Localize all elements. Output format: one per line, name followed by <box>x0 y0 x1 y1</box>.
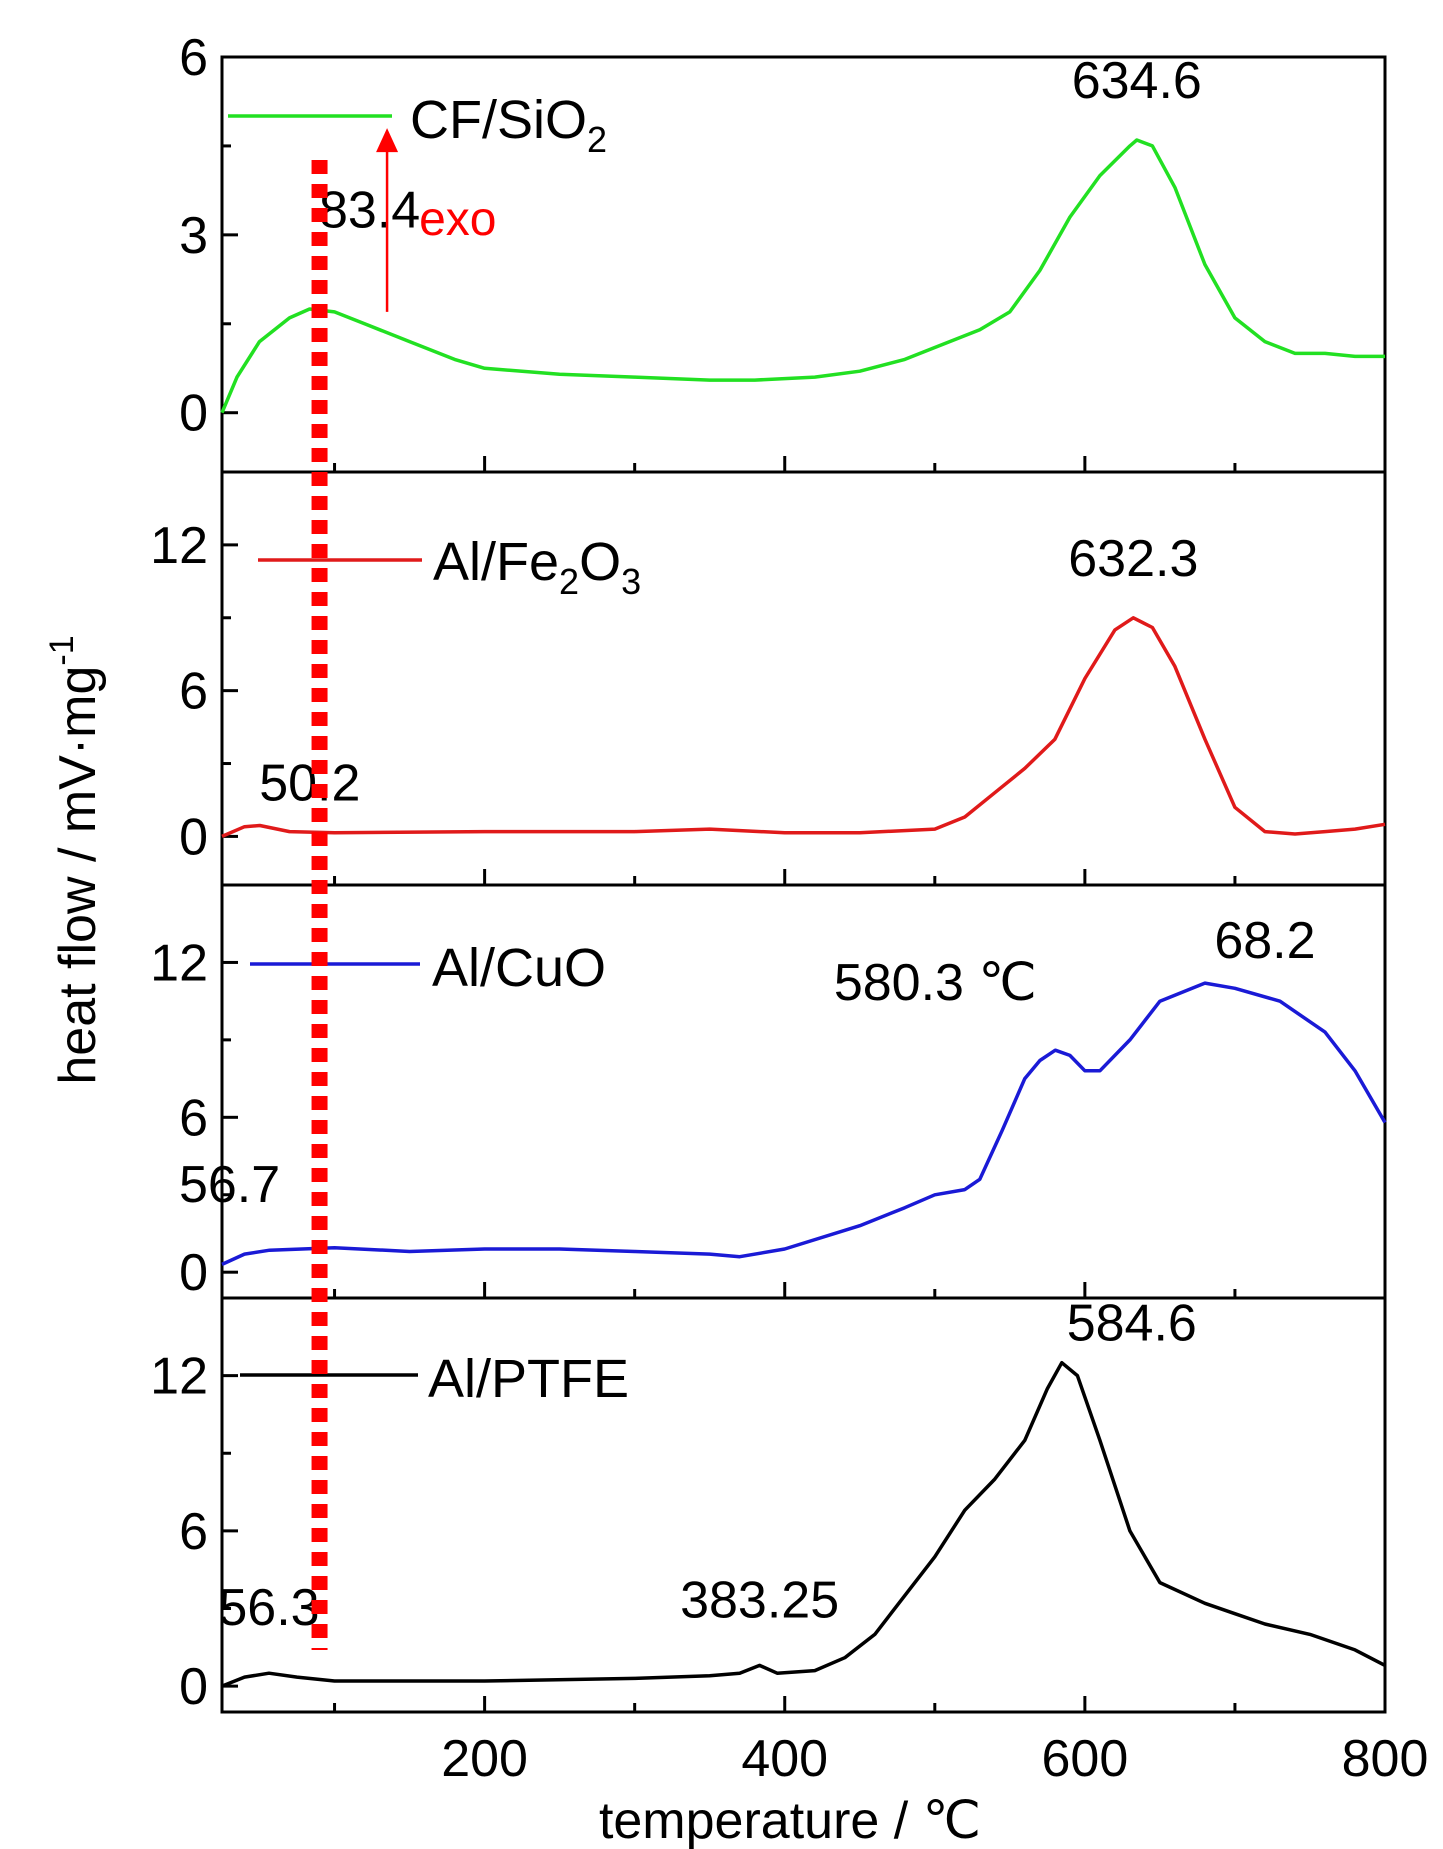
y-tick-label: 0 <box>179 385 208 443</box>
panel-frame <box>220 1296 1387 1714</box>
peak-annotation: 634.6 <box>1072 52 1202 110</box>
legend-label: CF/SiO2 <box>410 90 607 160</box>
series-line-1 <box>221 616 1386 839</box>
x-tick-label: 600 <box>1041 1730 1128 1788</box>
legend-label: Al/CuO <box>432 938 606 998</box>
x-tick-label: 200 <box>441 1730 528 1788</box>
legend-main: Al/Fe <box>433 532 559 592</box>
y-tick-label: 6 <box>179 1503 208 1561</box>
legend-subscript: 2 <box>559 561 579 602</box>
panel-3: 0 6 12 Al/PTFE 56.3 383.25 584.6 <box>150 1295 1387 1716</box>
y-tick-label: 0 <box>179 1244 208 1302</box>
y-tick-label: 6 <box>179 1089 208 1147</box>
series-line-2 <box>221 981 1387 1266</box>
peak-annotation: 632.3 <box>1068 530 1198 588</box>
y-tick-label: 12 <box>150 1348 208 1406</box>
peak-annotation: 68.2 <box>1214 912 1315 970</box>
legend-subscript: 2 <box>587 119 607 160</box>
panel-frame <box>220 55 1387 474</box>
legend-subscript: 3 <box>621 561 641 602</box>
peak-annotation: 383.25 <box>680 1571 839 1629</box>
y-tick-label: 12 <box>150 517 208 575</box>
peak-annotation: 584.6 <box>1067 1295 1197 1353</box>
y-axis-title-main: heat flow / mV·mg <box>49 666 107 1085</box>
legend-label: Al/Fe2O3 <box>433 532 641 602</box>
series-line-3 <box>221 1360 1386 1688</box>
peak-annotation: 580.3 ℃ <box>834 954 1037 1012</box>
legend-main: Al/CuO <box>432 938 606 998</box>
x-tick-label: 800 <box>1342 1730 1429 1788</box>
exo-arrowhead-icon <box>376 128 399 153</box>
panel-0: 0 3 6 CF/SiO2 83.4 634.6 <box>179 29 1387 474</box>
y-tick-label: 3 <box>179 207 208 265</box>
panel-frame <box>220 883 1387 1300</box>
legend-label: Al/PTFE <box>428 1349 629 1409</box>
panel-frame <box>220 470 1387 887</box>
y-tick-label: 6 <box>179 663 208 721</box>
peak-annotation: 56.3 <box>218 1579 319 1637</box>
y-tick-label: 0 <box>179 1658 208 1716</box>
peak-annotation: 83.4 <box>319 181 420 239</box>
peak-annotation: 50.2 <box>259 754 360 812</box>
y-tick-label: 12 <box>150 934 208 992</box>
y-axis-title-superscript: -1 <box>43 635 81 665</box>
legend-mid: O <box>579 532 621 592</box>
y-axis-title: heat flow / mV·mg-1 <box>43 635 107 1084</box>
panel-2: 0 6 12 Al/CuO 56.7 580.3 ℃ 68.2 <box>150 883 1387 1302</box>
overlay-group: exo <box>311 128 496 1650</box>
y-tick-label: 6 <box>179 29 208 87</box>
peak-annotation: 56.7 <box>179 1156 280 1214</box>
series-line-0 <box>220 138 1385 414</box>
x-axis-title: temperature / ℃ <box>599 1792 981 1849</box>
panel-1: 0 6 12 Al/Fe2O3 50.2 632.3 <box>150 470 1387 887</box>
x-tick-label: 400 <box>741 1730 828 1788</box>
y-tick-label: 0 <box>179 808 208 866</box>
legend-main: CF/SiO <box>410 90 587 150</box>
legend-main: Al/PTFE <box>428 1349 629 1409</box>
exo-label: exo <box>419 193 496 246</box>
